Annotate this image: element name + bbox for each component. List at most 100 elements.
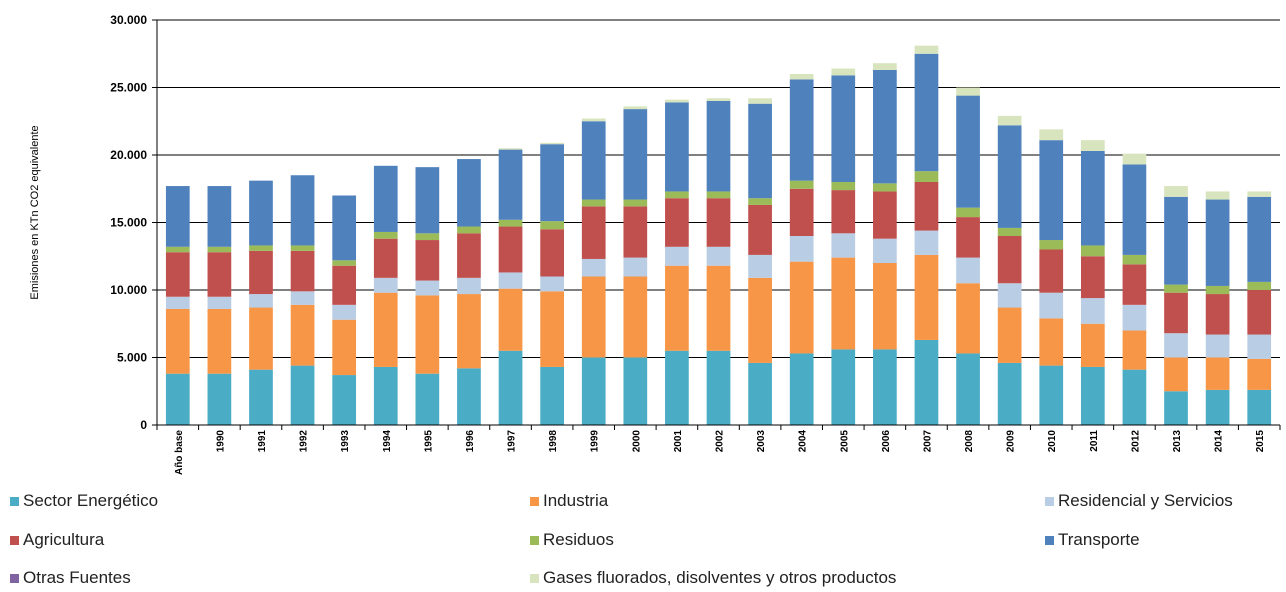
bar-segment-residuos bbox=[581, 199, 606, 207]
bar-segment-sector-energ-tico bbox=[1247, 389, 1272, 425]
bar-segment-transporte bbox=[415, 167, 440, 234]
bar-segment-residencial-y-servicios bbox=[956, 257, 980, 284]
bar-segment-gases-fluorados-disolventes-y-otros-productos bbox=[581, 118, 606, 122]
x-tick-label: 1997 bbox=[507, 430, 518, 453]
bar-segment-agricultura bbox=[1164, 292, 1188, 334]
x-tick-label: 2007 bbox=[922, 430, 933, 453]
bar-segment-residencial-y-servicios bbox=[873, 238, 897, 263]
bar-segment-transporte bbox=[623, 109, 648, 200]
bar-segment-residencial-y-servicios bbox=[1247, 334, 1272, 359]
bar-segment-gases-fluorados-disolventes-y-otros-productos bbox=[1080, 140, 1105, 151]
bar-segment-residuos bbox=[748, 198, 772, 205]
bar-segment-residencial-y-servicios bbox=[997, 283, 1022, 308]
bar-segment-transporte bbox=[581, 121, 606, 200]
bar-segment-sector-energ-tico bbox=[748, 362, 772, 425]
bar-segment-sector-energ-tico bbox=[1039, 365, 1064, 425]
bar-segment-agricultura bbox=[748, 204, 772, 255]
bar-segment-gases-fluorados-disolventes-y-otros-productos bbox=[748, 98, 772, 104]
bar-segment-residencial-y-servicios bbox=[665, 246, 689, 266]
bar-segment-residuos bbox=[914, 171, 939, 182]
bar-segment-sector-energ-tico bbox=[332, 375, 357, 425]
bar-segment-transporte bbox=[373, 165, 398, 232]
bar-segment-sector-energ-tico bbox=[1164, 391, 1188, 425]
bar-segment-agricultura bbox=[956, 217, 980, 258]
x-tick-label: 2011 bbox=[1089, 430, 1100, 452]
bar-segment-sector-energ-tico bbox=[997, 362, 1022, 425]
y-tick-label: 5.000 bbox=[117, 351, 147, 365]
bar-segment-residuos bbox=[1205, 285, 1230, 295]
bar-segment-sector-energ-tico bbox=[914, 339, 939, 425]
bar-segment-sector-energ-tico bbox=[665, 350, 689, 425]
x-tick-label: 1994 bbox=[382, 430, 393, 453]
bar-segment-transporte bbox=[1039, 140, 1064, 241]
bar-segment-gases-fluorados-disolventes-y-otros-productos bbox=[997, 115, 1022, 126]
bar-segment-residencial-y-servicios bbox=[540, 276, 564, 292]
bar-segment-residuos bbox=[623, 199, 648, 207]
bar-segment-transporte bbox=[706, 101, 731, 192]
bar-segment-gases-fluorados-disolventes-y-otros-productos bbox=[956, 87, 980, 96]
y-tick-label: 20.000 bbox=[110, 148, 147, 162]
bar-segment-residencial-y-servicios bbox=[706, 246, 731, 266]
bar-segment-industria bbox=[290, 304, 315, 366]
bar-segment-residencial-y-servicios bbox=[914, 230, 939, 255]
bar-segment-sector-energ-tico bbox=[457, 368, 481, 425]
bar-segment-residencial-y-servicios bbox=[332, 304, 357, 320]
bar-segment-transporte bbox=[789, 79, 814, 181]
x-tick-label: 2009 bbox=[1006, 430, 1017, 453]
bar-segment-residuos bbox=[207, 246, 232, 253]
bar-segment-transporte bbox=[665, 102, 689, 192]
bar-segment-industria bbox=[748, 277, 772, 363]
bar-segment-transporte bbox=[290, 175, 315, 246]
bar-segment-agricultura bbox=[1122, 264, 1147, 305]
bar-segment-sector-energ-tico bbox=[831, 349, 856, 425]
bar-segment-industria bbox=[332, 319, 357, 376]
bar-segment-transporte bbox=[207, 186, 232, 247]
y-tick-label: 10.000 bbox=[110, 283, 147, 297]
bar-segment-sector-energ-tico bbox=[498, 350, 523, 425]
y-tick-label: 25.000 bbox=[110, 81, 147, 95]
bar-segment-residencial-y-servicios bbox=[581, 258, 606, 277]
x-tick-label: 2002 bbox=[715, 430, 726, 453]
bar-segment-residencial-y-servicios bbox=[498, 272, 523, 289]
bar-segment-transporte bbox=[249, 180, 273, 246]
bar-segment-sector-energ-tico bbox=[415, 373, 440, 425]
bar-segment-sector-energ-tico bbox=[581, 357, 606, 425]
bar-segment-industria bbox=[1080, 323, 1105, 367]
x-tick-label: 2013 bbox=[1172, 430, 1183, 453]
bar-segment-agricultura bbox=[290, 250, 315, 292]
x-tick-label: 1992 bbox=[299, 430, 310, 453]
x-tick-label: Año base bbox=[174, 430, 185, 475]
bar-segment-residuos bbox=[789, 180, 814, 189]
bar-segment-residuos bbox=[1122, 254, 1147, 265]
bar-segment-gases-fluorados-disolventes-y-otros-productos bbox=[498, 148, 523, 150]
bar-segment-transporte bbox=[165, 186, 190, 247]
bar-segment-gases-fluorados-disolventes-y-otros-productos bbox=[873, 63, 897, 70]
bar-segment-agricultura bbox=[540, 229, 564, 277]
bar-segment-residuos bbox=[1080, 245, 1105, 257]
bar-segment-transporte bbox=[1164, 196, 1188, 285]
bar-segment-industria bbox=[415, 295, 440, 374]
bar-segment-industria bbox=[956, 283, 980, 354]
bar-segment-agricultura bbox=[873, 191, 897, 239]
bar-segment-sector-energ-tico bbox=[873, 349, 897, 425]
bar-segment-residuos bbox=[1039, 240, 1064, 250]
bar-segment-sector-energ-tico bbox=[1205, 389, 1230, 425]
x-tick-label: 2012 bbox=[1130, 430, 1141, 453]
bar-segment-industria bbox=[165, 308, 190, 374]
bar-segment-residuos bbox=[332, 260, 357, 266]
bar-segment-gases-fluorados-disolventes-y-otros-productos bbox=[1164, 186, 1188, 197]
bar-segment-residencial-y-servicios bbox=[1122, 304, 1147, 331]
bar-segment-transporte bbox=[956, 95, 980, 208]
bar-segment-residuos bbox=[165, 246, 190, 253]
bar-segment-industria bbox=[249, 307, 273, 370]
bar-segment-industria bbox=[1247, 358, 1272, 390]
bar-segment-transporte bbox=[332, 195, 357, 261]
bar-segment-industria bbox=[1039, 318, 1064, 366]
bar-segment-agricultura bbox=[373, 238, 398, 278]
bar-segment-residuos bbox=[997, 227, 1022, 236]
bar-segment-residuos bbox=[415, 233, 440, 241]
bar-segment-transporte bbox=[1205, 199, 1230, 286]
x-tick-label: 2010 bbox=[1047, 430, 1058, 453]
